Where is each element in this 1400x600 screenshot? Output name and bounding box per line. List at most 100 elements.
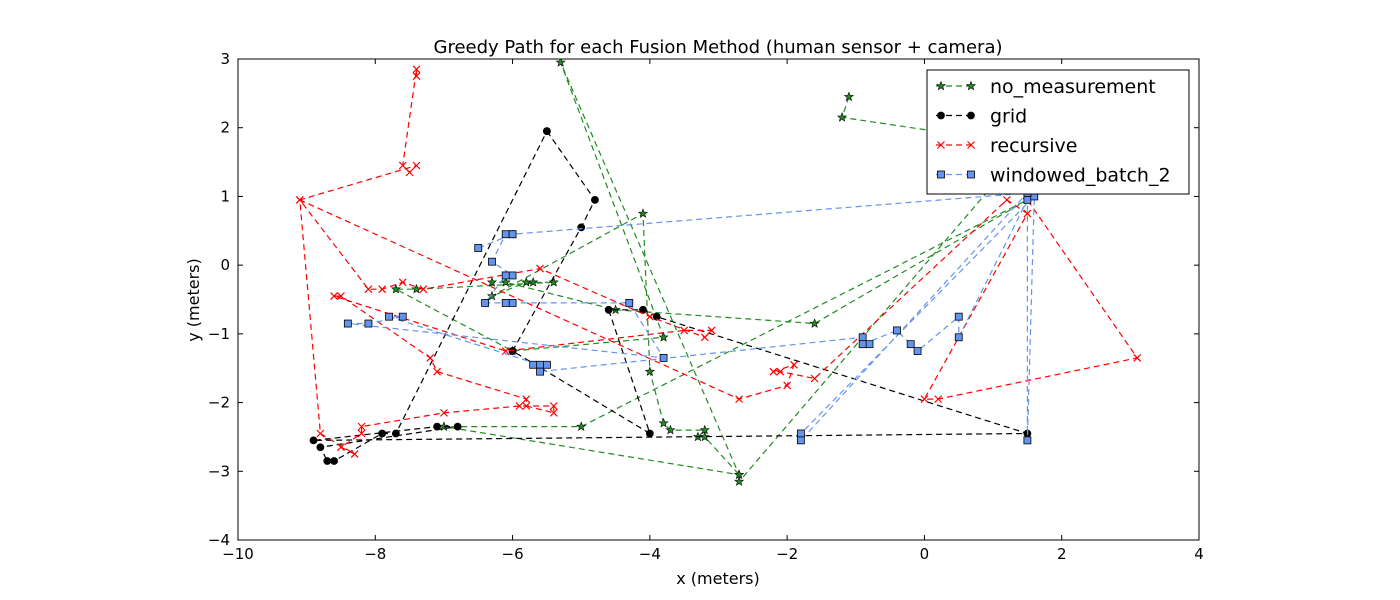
legend-entry-windowed-batch-2: windowed_batch_2 — [936, 165, 1171, 187]
data-point-recursive — [419, 285, 428, 294]
data-point-recursive — [398, 161, 407, 170]
data-point-windowed-batch-2 — [508, 230, 517, 239]
data-point-windowed-batch-2 — [364, 319, 373, 328]
data-point-no-measurement — [555, 59, 566, 67]
data-point-windowed-batch-2 — [385, 312, 393, 321]
data-point-windowed-batch-2 — [906, 340, 915, 349]
data-point-grid — [378, 429, 387, 438]
legend-marker-end-grid — [967, 111, 975, 120]
legend-marker-start-windowed-batch-2 — [937, 170, 945, 179]
data-point-recursive — [810, 374, 819, 383]
x-tick-label: 4 — [1194, 545, 1204, 563]
data-point-windowed-batch-2 — [501, 230, 510, 239]
data-point-no-measurement — [548, 276, 559, 287]
data-point-windowed-batch-2 — [536, 367, 544, 376]
data-point-grid — [453, 422, 462, 431]
data-point-recursive — [1023, 209, 1032, 218]
data-point-windowed-batch-2 — [893, 326, 901, 335]
data-point-recursive — [783, 381, 792, 390]
y-axis-label: y (meters) — [184, 258, 203, 342]
data-point-recursive — [398, 278, 407, 287]
legend-label-grid: grid — [990, 106, 1027, 128]
legend-marker-end-recursive — [967, 141, 975, 149]
series-line-no-measurement — [395, 62, 1029, 484]
legend-label-no-measurement: no_measurement — [990, 76, 1156, 98]
data-point-recursive — [680, 326, 689, 335]
data-point-windowed-batch-2 — [501, 299, 510, 307]
x-tick-label: −6 — [502, 545, 524, 563]
series-recursive — [295, 65, 1142, 459]
data-point-recursive — [700, 333, 709, 342]
y-tick-label: −3 — [208, 462, 230, 480]
legend-marker-start-no-measurement — [935, 80, 947, 91]
data-point-no-measurement — [843, 91, 855, 102]
data-point-no-measurement — [733, 476, 745, 486]
y-axis-ticks: −4 −3 −2 −1 0 1 2 3 — [208, 50, 1199, 549]
data-point-grid — [577, 223, 586, 232]
y-tick-label: −1 — [208, 325, 230, 343]
data-point-windowed-batch-2 — [542, 360, 551, 369]
plot-frame — [237, 58, 1200, 541]
data-point-grid — [604, 305, 613, 314]
x-tick-label: −8 — [364, 545, 386, 563]
data-point-recursive — [645, 312, 654, 321]
data-point-recursive — [330, 292, 339, 300]
legend-marker-end-no-measurement — [965, 80, 977, 91]
data-point-recursive — [350, 450, 359, 459]
data-point-grid — [652, 312, 661, 321]
data-point-windowed-batch-2 — [858, 340, 867, 349]
data-point-no-measurement — [390, 283, 401, 294]
data-point-windowed-batch-2 — [398, 312, 407, 321]
data-point-recursive — [364, 285, 373, 294]
chart-title: Greedy Path for each Fusion Method (huma… — [434, 37, 1003, 58]
y-tick-label: −2 — [208, 394, 230, 412]
y-tick-label: 2 — [220, 119, 230, 137]
data-point-recursive — [1002, 195, 1011, 204]
data-point-recursive — [337, 292, 345, 300]
data-point-windowed-batch-2 — [954, 333, 963, 342]
data-point-windowed-batch-2 — [858, 333, 867, 342]
data-point-no-measurement — [644, 366, 655, 376]
data-point-no-measurement — [576, 421, 587, 431]
data-point-recursive — [412, 161, 421, 170]
data-point-no-measurement — [637, 208, 649, 218]
data-point-windowed-batch-2 — [481, 299, 490, 307]
data-point-no-measurement — [836, 112, 848, 122]
data-point-grid — [645, 429, 654, 438]
data-point-grid — [591, 195, 599, 204]
data-point-recursive — [426, 353, 435, 362]
data-point-no-measurement — [699, 424, 710, 435]
y-tick-label: 3 — [220, 50, 230, 68]
data-point-recursive — [549, 408, 558, 417]
y-tick-label: 0 — [220, 256, 230, 274]
data-point-recursive — [776, 367, 785, 376]
data-point-windowed-batch-2 — [529, 360, 538, 369]
data-point-recursive — [433, 367, 441, 376]
x-tick-label: 0 — [920, 545, 930, 563]
data-point-grid — [309, 436, 318, 445]
series-grid — [309, 127, 1032, 465]
data-point-windowed-batch-2 — [865, 340, 874, 349]
series-line-recursive — [298, 69, 1139, 455]
legend-marker-start-grid — [937, 111, 945, 120]
data-point-windowed-batch-2 — [474, 244, 483, 252]
x-axis-label: x (meters) — [676, 569, 760, 588]
data-point-no-measurement — [665, 424, 676, 435]
data-point-grid — [542, 127, 551, 136]
legend-marker-start-recursive — [937, 141, 945, 149]
legend-entry-grid: grid — [936, 106, 1027, 128]
data-point-recursive — [934, 395, 943, 404]
data-point-recursive — [549, 402, 558, 410]
data-point-recursive — [515, 402, 524, 410]
data-point-grid — [316, 443, 325, 452]
data-point-no-measurement — [486, 276, 498, 287]
x-tick-label: 2 — [1057, 545, 1067, 563]
legend-marker-end-windowed-batch-2 — [967, 170, 975, 179]
data-point-no-measurement — [500, 276, 511, 287]
x-tick-label: −2 — [776, 545, 798, 563]
series-line-grid — [313, 130, 1028, 462]
data-point-recursive — [790, 360, 798, 369]
data-point-recursive — [357, 422, 366, 431]
